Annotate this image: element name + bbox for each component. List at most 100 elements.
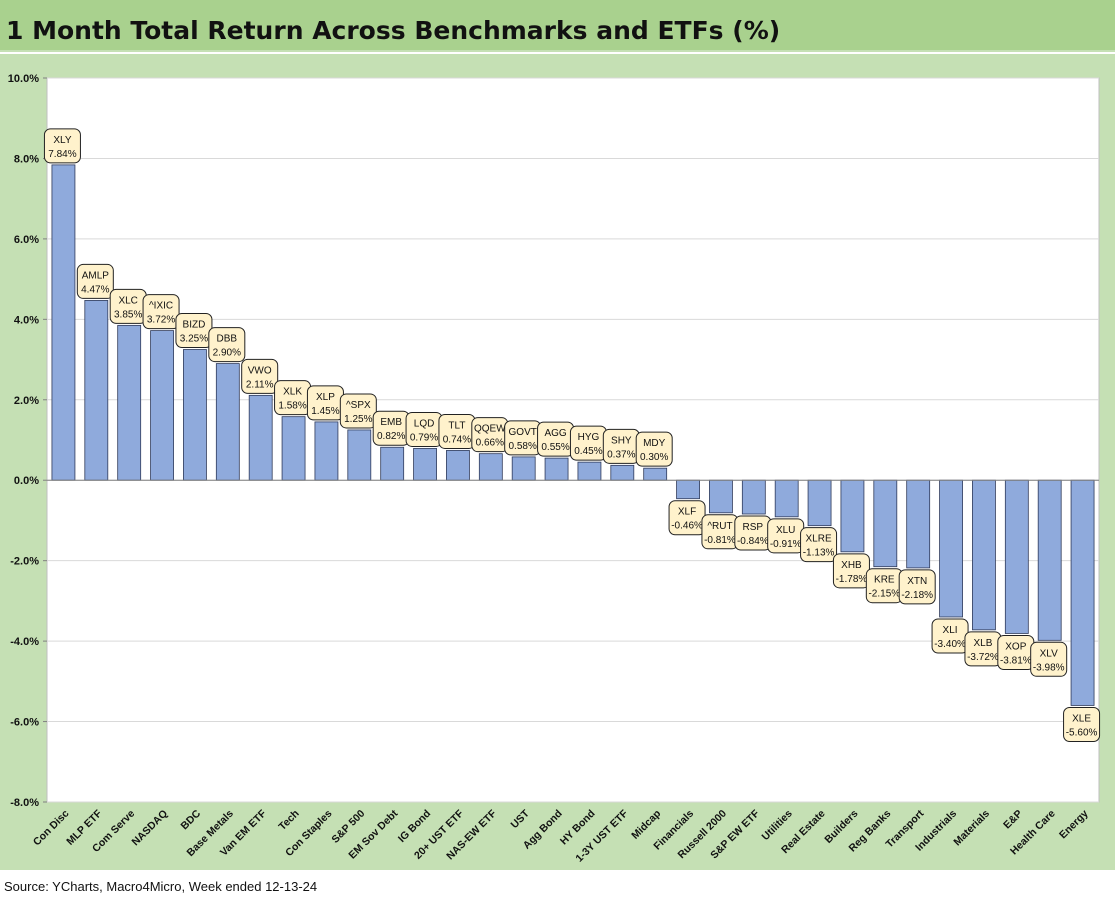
bar — [1037, 479, 1062, 641]
bar — [281, 416, 306, 481]
data-label-value: 0.74% — [443, 434, 471, 445]
data-label-value: 0.45% — [574, 446, 602, 457]
data-label-value: 0.79% — [410, 432, 438, 443]
bar — [676, 479, 700, 500]
bar — [1004, 479, 1029, 634]
bar — [643, 467, 668, 481]
data-label-value: 7.84% — [48, 149, 76, 160]
bar — [413, 448, 437, 481]
data-label-ticker: XLY — [53, 135, 71, 146]
x-category-label: E&P — [1001, 808, 1025, 832]
bar — [380, 446, 405, 481]
data-label-value: -3.81% — [1000, 655, 1032, 666]
y-tick-label: 4.0% — [14, 314, 39, 326]
data-label-ticker: SHY — [611, 435, 632, 446]
data-label-value: 1.25% — [344, 414, 372, 425]
bar — [248, 394, 273, 481]
x-category-label: BDC — [178, 807, 203, 832]
bar — [347, 429, 372, 481]
data-label-ticker: XLB — [973, 638, 992, 649]
y-tick-label: -8.0% — [10, 797, 39, 809]
data-label-value: 0.30% — [640, 452, 668, 463]
data-label-box — [800, 527, 838, 563]
data-label-value: 3.72% — [147, 315, 175, 326]
data-label-box — [635, 431, 673, 467]
data-label-ticker: DBB — [217, 334, 238, 345]
data-label-value: 0.58% — [509, 441, 537, 452]
bar — [807, 479, 832, 527]
y-tick-label: -6.0% — [10, 717, 39, 729]
data-label-ticker: TLT — [448, 420, 465, 431]
data-label-box — [241, 358, 279, 394]
data-label-ticker: MDY — [643, 438, 666, 449]
data-label-ticker: EMB — [380, 417, 402, 428]
bar — [117, 324, 142, 481]
data-label-value: 0.66% — [476, 438, 504, 449]
data-label-value: -0.84% — [737, 536, 769, 547]
data-label-box — [1030, 641, 1068, 677]
x-category-label: Energy — [1057, 808, 1091, 842]
y-tick-label: 10.0% — [8, 73, 39, 85]
y-tick-label: 6.0% — [14, 234, 39, 246]
data-label-value: 0.82% — [377, 431, 405, 442]
data-label-ticker: RSP — [743, 522, 764, 533]
bar-chart: 10.0% 8.0% 6.0% 4.0% 2.0% 0.0% -2.0% -4.0% -6.0%… — [8, 73, 1101, 865]
data-label-ticker: XLK — [283, 387, 302, 398]
data-label-ticker: VWO — [248, 365, 272, 376]
data-label-box — [898, 569, 936, 605]
data-label-box — [76, 263, 114, 299]
chart-title: 1 Month Total Return Across Benchmarks a… — [6, 16, 781, 45]
y-tick-label: 8.0% — [14, 153, 39, 165]
data-label-ticker: XHB — [841, 560, 862, 571]
bar — [709, 479, 733, 514]
data-label-value: 2.11% — [246, 379, 274, 390]
bar — [215, 363, 240, 481]
data-label-value: -0.46% — [671, 521, 703, 532]
data-label-ticker: XLU — [776, 525, 795, 536]
bar — [51, 164, 76, 481]
bar — [183, 349, 207, 481]
data-label-ticker: XLRE — [806, 534, 832, 545]
bar — [1070, 479, 1095, 706]
bar — [774, 479, 799, 518]
data-label-box — [208, 327, 246, 363]
data-label-value: 1.45% — [311, 406, 339, 417]
data-label-value: 3.25% — [180, 334, 208, 345]
data-label-ticker: ^IXIC — [149, 301, 173, 312]
data-label-ticker: XTN — [907, 576, 927, 587]
data-label-ticker: HYG — [578, 432, 600, 443]
data-label-value: -3.72% — [967, 652, 999, 663]
bar — [840, 479, 865, 553]
data-label-value: -3.40% — [934, 639, 966, 650]
data-label-ticker: AGG — [544, 428, 566, 439]
data-label-ticker: XLC — [118, 295, 137, 306]
data-label-box — [1063, 706, 1101, 742]
bar — [906, 479, 931, 569]
source-note: Source: YCharts, Macro4Micro, Week ended… — [4, 879, 318, 894]
data-label-value: -2.15% — [868, 589, 900, 600]
data-label-value: 0.37% — [607, 449, 635, 460]
data-label-value: 2.90% — [213, 348, 241, 359]
bar — [873, 479, 898, 568]
x-category-label: UST — [508, 807, 532, 831]
data-label-ticker: KRE — [874, 575, 895, 586]
data-label-ticker: XLP — [316, 392, 335, 403]
data-label-box — [142, 294, 180, 330]
data-label-ticker: XLI — [943, 625, 958, 636]
bar — [511, 456, 536, 481]
data-label-value: -1.78% — [836, 574, 868, 585]
bar — [577, 461, 602, 481]
data-label-value: -1.13% — [803, 548, 835, 559]
x-category-label: Materials — [951, 808, 992, 849]
data-label-ticker: GOVT — [509, 427, 537, 438]
data-label-ticker: XLE — [1072, 713, 1091, 724]
x-category-label: NASDAQ — [130, 808, 171, 849]
data-label-ticker: XLF — [678, 507, 696, 518]
data-label-box — [43, 128, 81, 164]
bar — [314, 421, 339, 481]
bar — [741, 479, 766, 515]
data-label-value: 4.47% — [81, 284, 109, 295]
data-label-ticker: ^RUT — [707, 521, 732, 532]
x-category-label: Tech — [276, 808, 301, 833]
bar — [972, 479, 996, 631]
